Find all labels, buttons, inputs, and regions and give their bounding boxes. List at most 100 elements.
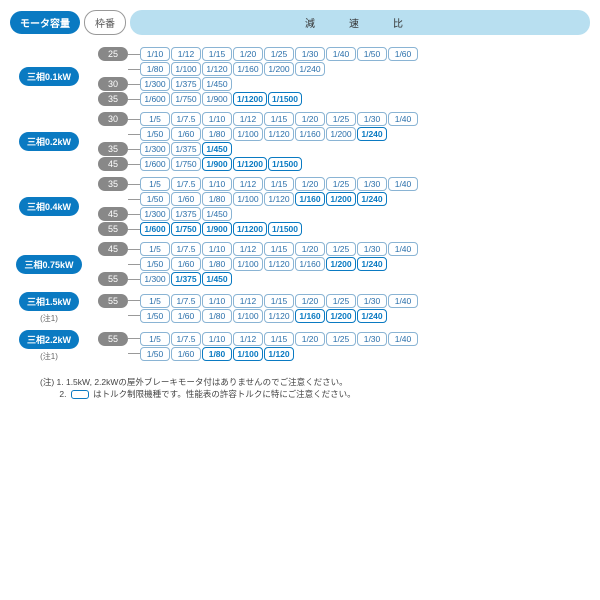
motor-group: 三相0.1kW251/101/121/151/201/251/301/401/5…	[10, 47, 590, 106]
connector	[88, 292, 98, 324]
ratio-chip: 1/160	[233, 62, 263, 76]
frame-pill: 55	[98, 332, 128, 346]
frame-row: 1/501/601/801/1001/120	[98, 347, 418, 361]
frame-row: 1/501/601/801/1001/1201/1601/2001/240	[98, 127, 418, 141]
ratio-list: 1/3001/3751/450	[140, 207, 232, 221]
connector	[88, 330, 98, 362]
frame-connector	[128, 164, 140, 165]
ratio-chip: 1/375	[171, 77, 201, 91]
ratio-chip: 1/1200	[233, 157, 267, 171]
ratio-chip: 1/240	[357, 309, 387, 323]
ratio-chip: 1/300	[140, 142, 170, 156]
ratio-chip: 1/750	[171, 157, 201, 171]
ratio-chip: 1/15	[264, 332, 294, 346]
ratio-chip: 1/160	[295, 257, 325, 271]
ratio-chip: 1/120	[264, 309, 294, 323]
connector	[88, 112, 98, 171]
ratio-chip: 1/15	[264, 242, 294, 256]
ratio-chip: 1/30	[357, 112, 387, 126]
ratio-chip: 1/900	[202, 92, 232, 106]
motor-cell: 三相1.5kW(注1)	[10, 292, 88, 324]
motor-group: 三相1.5kW(注1) 551/51/7.51/101/121/151/201/2…	[10, 292, 590, 324]
motor-tag: 三相0.4kW	[19, 197, 79, 216]
motor-tag: 三相1.5kW	[19, 292, 79, 311]
ratio-chip: 1/1200	[233, 222, 267, 236]
frame-pill: 55	[98, 294, 128, 308]
ratio-chip: 1/20	[295, 332, 325, 346]
ratio-chip: 1/50	[140, 309, 170, 323]
ratio-chip: 1/40	[388, 294, 418, 308]
ratio-chip: 1/12	[233, 112, 263, 126]
ratio-list: 1/101/121/151/201/251/301/401/501/60	[140, 47, 418, 61]
frame-connector	[128, 279, 140, 280]
frame-connector	[128, 229, 140, 230]
highlight-legend-icon	[71, 390, 89, 399]
ratio-chip: 1/60	[171, 347, 201, 361]
ratio-chip: 1/12	[171, 47, 201, 61]
groups-container: 三相0.1kW251/101/121/151/201/251/301/401/5…	[10, 47, 590, 362]
ratio-list: 1/501/601/801/1001/1201/1601/2001/240	[140, 257, 387, 271]
ratio-chip: 1/80	[202, 257, 232, 271]
frame-row: 551/51/7.51/101/121/151/201/251/301/40	[98, 332, 418, 346]
ratio-chip: 1/20	[295, 112, 325, 126]
ratio-chip: 1/15	[264, 177, 294, 191]
frame-row: 1/801/1001/1201/1601/2001/240	[98, 62, 418, 76]
ratio-chip: 1/50	[140, 127, 170, 141]
motor-group: 三相0.2kW 301/51/7.51/101/121/151/201/251/3…	[10, 112, 590, 171]
ratio-chip: 1/100	[233, 127, 263, 141]
ratio-chip: 1/1200	[233, 92, 267, 106]
footnotes: (注) 1. 1.5kW, 2.2kWの屋外ブレーキモータ付はありませんのでご注…	[10, 376, 590, 400]
frame-pill: 35	[98, 92, 128, 106]
frame-row: 251/101/121/151/201/251/301/401/501/60	[98, 47, 418, 61]
frame-connector	[128, 353, 140, 354]
ratio-chip: 1/600	[140, 222, 170, 236]
frame-pill: 45	[98, 242, 128, 256]
header-frame-label: 枠番	[84, 10, 126, 35]
ratio-list: 1/501/601/801/1001/1201/1601/2001/240	[140, 309, 387, 323]
frame-row: 1/501/601/801/1001/1201/1601/2001/240	[98, 309, 418, 323]
ratio-list: 1/51/7.51/101/121/151/201/251/301/40	[140, 242, 418, 256]
ratio-chip: 1/120	[264, 127, 294, 141]
ratio-chip: 1/240	[357, 127, 387, 141]
ratio-chip: 1/900	[202, 157, 232, 171]
frame-row: 351/51/7.51/101/121/151/201/251/301/40	[98, 177, 418, 191]
ratio-chip: 1/750	[171, 92, 201, 106]
ratio-chip: 1/20	[233, 47, 263, 61]
ratio-list: 1/501/601/801/1001/1201/1601/2001/240	[140, 127, 387, 141]
ratio-chip: 1/750	[171, 222, 201, 236]
ratio-chip: 1/12	[233, 332, 263, 346]
ratio-chip: 1/5	[140, 332, 170, 346]
motor-cell: 三相0.2kW	[10, 132, 88, 151]
ratio-chip: 1/375	[171, 142, 201, 156]
frame-row: 301/51/7.51/101/121/151/201/251/301/40	[98, 112, 418, 126]
frame-connector	[128, 184, 140, 185]
ratio-chip: 1/30	[357, 332, 387, 346]
motor-group: 三相0.75kW451/51/7.51/101/121/151/201/251/…	[10, 242, 590, 286]
ratio-chip: 1/20	[295, 177, 325, 191]
ratio-list: 1/3001/3751/450	[140, 142, 232, 156]
ratio-chip: 1/80	[140, 62, 170, 76]
ratio-chip: 1/450	[202, 77, 232, 91]
connector	[88, 47, 98, 106]
ratio-chip: 1/1500	[268, 222, 302, 236]
ratio-chip: 1/100	[233, 257, 263, 271]
frames-col: 351/51/7.51/101/121/151/201/251/301/401/…	[98, 177, 418, 236]
ratio-chip: 1/80	[202, 127, 232, 141]
ratio-chip: 1/900	[202, 222, 232, 236]
frame-connector	[128, 119, 140, 120]
ratio-chip: 1/7.5	[171, 294, 201, 308]
ratio-chip: 1/30	[357, 177, 387, 191]
ratio-chip: 1/80	[202, 347, 232, 361]
ratio-list: 1/3001/3751/450	[140, 77, 232, 91]
ratio-chip: 1/375	[171, 207, 201, 221]
frame-row: 1/501/601/801/1001/1201/1601/2001/240	[98, 192, 418, 206]
ratio-chip: 1/20	[295, 294, 325, 308]
frames-col: 251/101/121/151/201/251/301/401/501/601/…	[98, 47, 418, 106]
ratio-chip: 1/160	[295, 192, 325, 206]
header-row: モータ容量 枠番 減 速 比	[10, 10, 590, 35]
frames-col: 551/51/7.51/101/121/151/201/251/301/401/…	[98, 294, 418, 323]
ratio-chip: 1/30	[295, 47, 325, 61]
frame-row: 551/6001/7501/9001/12001/1500	[98, 222, 418, 236]
footnote-2: 2. はトルク制限機種です。性能表の許容トルクに特にご注意ください。	[40, 388, 590, 400]
connector	[88, 242, 98, 286]
